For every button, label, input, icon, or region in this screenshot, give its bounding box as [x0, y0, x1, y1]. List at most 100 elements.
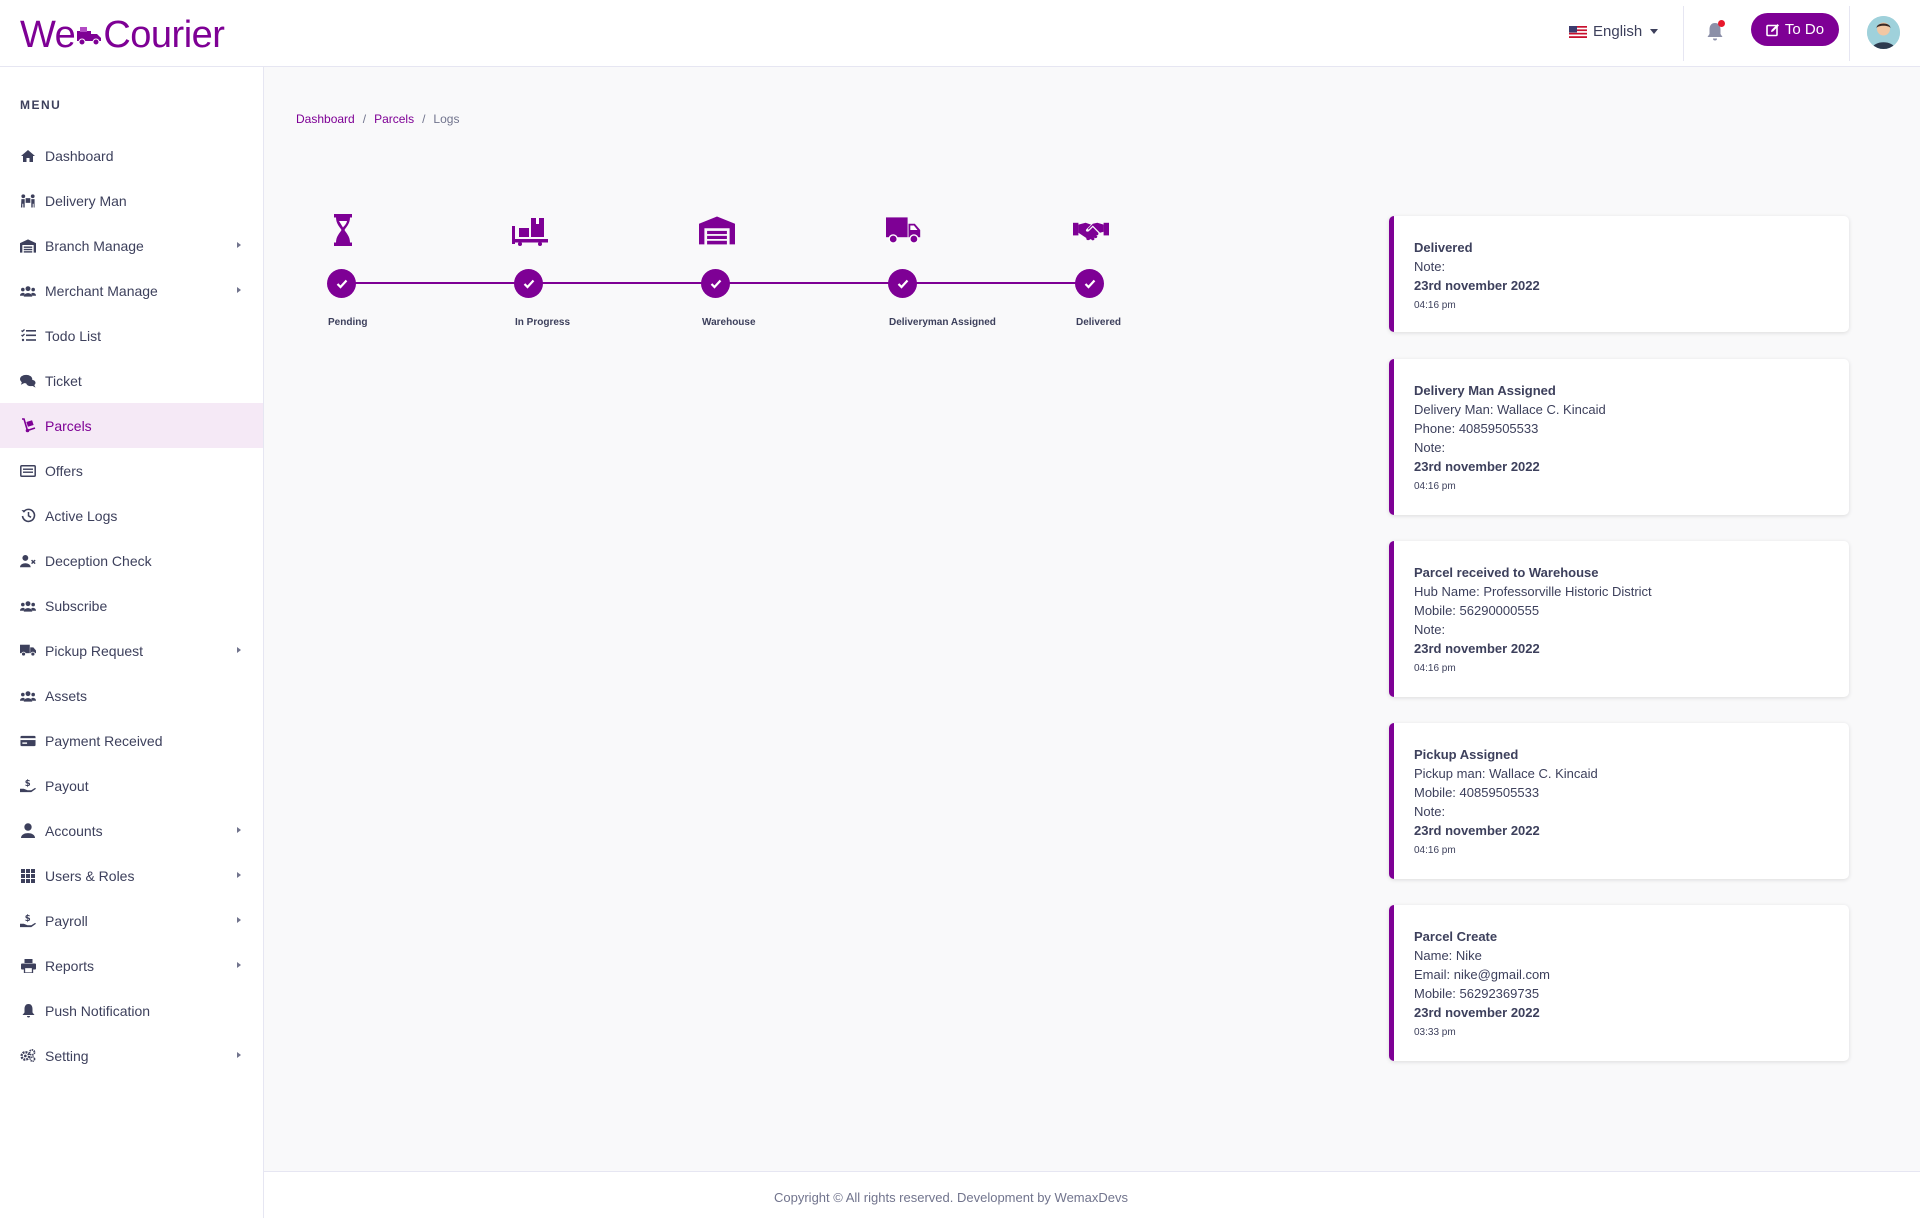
sidebar-item-accounts[interactable]: Accounts [0, 808, 263, 853]
sidebar-item-pickup-request[interactable]: Pickup Request [0, 628, 263, 673]
copyright-text: Copyright © All rights reserved. Develop… [774, 1190, 1128, 1205]
caret-right-icon [237, 872, 241, 878]
sidebar-item-label: Reports [45, 957, 95, 974]
footer: Copyright © All rights reserved. Develop… [264, 1171, 1920, 1218]
todo-button-label: To Do [1784, 21, 1825, 38]
step-check-icon [514, 269, 543, 298]
sidebar-item-label: Parcels [45, 417, 92, 434]
log-title: Pickup Assigned [1414, 747, 1519, 762]
breadcrumb-dashboard[interactable]: Dashboard [296, 112, 355, 126]
sidebar-item-label: Payroll [45, 912, 88, 929]
log-time: 04:16 pm [1414, 663, 1456, 674]
sidebar-item-setting[interactable]: Setting [0, 1033, 263, 1078]
log-date: 23rd november 2022 [1414, 278, 1540, 293]
sidebar-item-reports[interactable]: Reports [0, 943, 263, 988]
sidebar-item-label: Branch Manage [45, 237, 144, 254]
log-hub-name: Hub Name: Professorville Historic Distri… [1414, 584, 1652, 599]
sidebar-item-assets[interactable]: Assets [0, 673, 263, 718]
log-time: 04:16 pm [1414, 300, 1456, 311]
sidebar-item-payment-received[interactable]: Payment Received [0, 718, 263, 763]
sidebar-item-label: Payout [45, 777, 89, 794]
timeline-step-label: Pending [328, 317, 368, 328]
log-note: Note: [1414, 259, 1446, 274]
sidebar-item-dashboard[interactable]: Dashboard [0, 133, 263, 178]
top-header: We Courier English [0, 0, 1920, 67]
brand-name-left: We [20, 14, 76, 56]
truck-logo-icon [77, 26, 102, 45]
sidebar-item-users-roles[interactable]: Users & Roles [0, 853, 263, 898]
sidebar-item-label: Dashboard [45, 147, 114, 164]
user-avatar[interactable] [1867, 16, 1900, 49]
log-date: 23rd november 2022 [1414, 641, 1540, 656]
sidebar-item-subscribe[interactable]: Subscribe [0, 583, 263, 628]
truck-icon [886, 217, 921, 244]
caret-right-icon [237, 827, 241, 833]
sidebar-item-label: Active Logs [45, 507, 118, 524]
hand-money-icon: $ [20, 778, 36, 794]
user-times-icon [20, 553, 36, 569]
sidebar-item-ticket[interactable]: Ticket [0, 358, 263, 403]
sidebar-item-merchant-manage[interactable]: Merchant Manage [0, 268, 263, 313]
grid-icon [20, 868, 36, 884]
sidebar-item-todo-list[interactable]: Todo List [0, 313, 263, 358]
sidebar-item-delivery-man[interactable]: Delivery Man [0, 178, 263, 223]
sidebar-item-offers[interactable]: Offers [0, 448, 263, 493]
credit-card-icon [20, 733, 36, 749]
sidebar-item-label: Payment Received [45, 732, 163, 749]
home-icon [20, 148, 36, 164]
log-time: 04:16 pm [1414, 481, 1456, 492]
sidebar-item-deception-check[interactable]: Deception Check [0, 538, 263, 583]
timeline-step-label: Delivered [1076, 317, 1122, 328]
log-email: Email: nike@gmail.com [1414, 967, 1551, 982]
caret-right-icon [237, 242, 241, 248]
sidebar-item-push-notification[interactable]: Push Notification [0, 988, 263, 1033]
brand-name-right: Courier [103, 14, 225, 56]
svg-text:$: $ [25, 913, 31, 923]
sidebar-item-label: Merchant Manage [45, 282, 158, 299]
log-title: Parcel received to Warehouse [1414, 565, 1599, 580]
sidebar-item-label: Assets [45, 687, 88, 704]
sidebar-item-label: Todo List [45, 327, 102, 344]
timeline-step-label: Warehouse [702, 317, 756, 328]
sidebar-item-label: Delivery Man [45, 192, 127, 209]
log-note: Note: [1414, 440, 1446, 455]
users-icon [20, 688, 36, 704]
log-date: 23rd november 2022 [1414, 459, 1540, 474]
log-mobile: Mobile: 56290000555 [1414, 603, 1540, 618]
brand-logo[interactable]: We Courier [20, 14, 225, 57]
language-selector[interactable]: English [1569, 23, 1659, 40]
log-time: 04:16 pm [1414, 845, 1456, 856]
us-flag-icon [1569, 25, 1587, 38]
log-card-warehouse: Parcel received to Warehouse Hub Name: P… [1389, 541, 1849, 697]
caret-right-icon [237, 287, 241, 293]
users-icon [20, 598, 36, 614]
warehouse-icon [20, 238, 36, 254]
timeline-step-label: Deliveryman Assigned [889, 317, 996, 328]
notification-button[interactable] [1706, 20, 1725, 42]
todo-button[interactable]: To Do [1751, 13, 1839, 46]
sidebar-item-payroll[interactable]: $ Payroll [0, 898, 263, 943]
bell-icon [20, 1003, 36, 1019]
parcel-status-timeline: Pending In Progress Warehouse [327, 210, 1147, 340]
sidebar-item-payout[interactable]: $ Payout [0, 763, 263, 808]
sidebar-item-parcels[interactable]: Parcels [0, 403, 263, 448]
menu-title: MENU [20, 98, 62, 112]
sidebar: MENU Dashboard Delivery Man Branch Manag… [0, 67, 264, 1218]
log-card-parcel-create: Parcel Create Name: Nike Email: nike@gma… [1389, 905, 1849, 1061]
breadcrumb-separator: / [422, 112, 426, 126]
comments-icon [20, 373, 36, 389]
hourglass-icon [334, 214, 352, 246]
avatar-image [1867, 16, 1900, 49]
print-icon [20, 958, 36, 974]
sidebar-item-label: Deception Check [45, 552, 152, 569]
history-icon [20, 508, 36, 524]
sidebar-item-branch-manage[interactable]: Branch Manage [0, 223, 263, 268]
gears-icon [20, 1048, 36, 1064]
log-title: Parcel Create [1414, 929, 1498, 944]
sidebar-item-label: Push Notification [45, 1002, 151, 1019]
sidebar-item-active-logs[interactable]: Active Logs [0, 493, 263, 538]
log-name: Name: Nike [1414, 948, 1482, 963]
svg-text:$: $ [25, 778, 31, 788]
sidebar-nav: Dashboard Delivery Man Branch Manage Mer… [0, 133, 263, 1078]
breadcrumb-parcels[interactable]: Parcels [374, 112, 415, 126]
